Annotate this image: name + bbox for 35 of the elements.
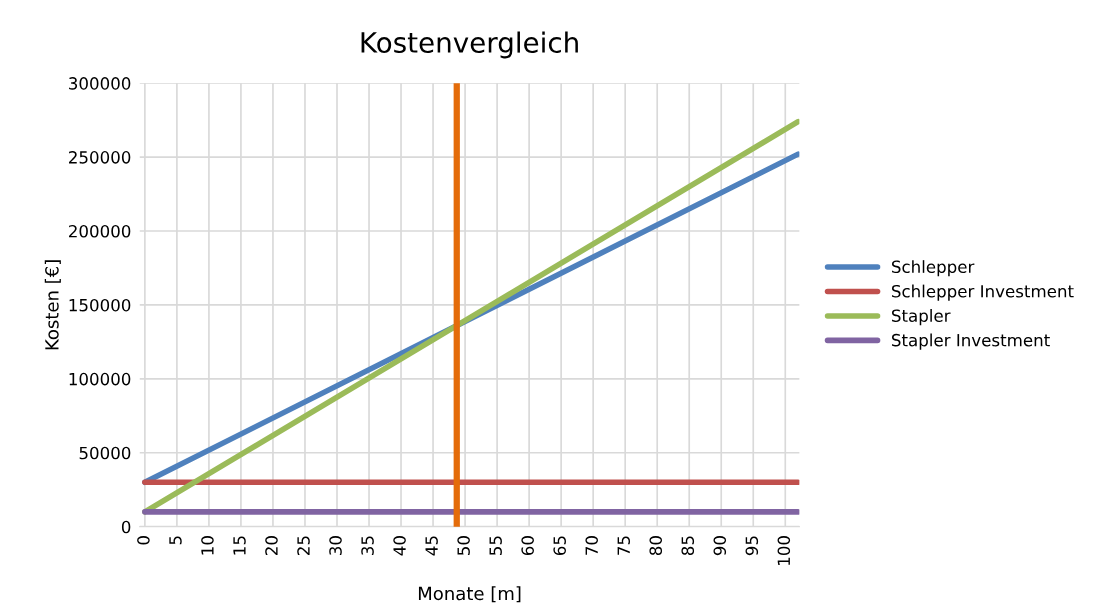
x-tick-label: 40 bbox=[393, 536, 406, 556]
y-tick-label: 50000 bbox=[79, 446, 131, 460]
x-tick-label: 100 bbox=[777, 536, 791, 565]
legend-label: Schlepper Investment bbox=[891, 284, 1074, 301]
legend-label: Stapler Investment bbox=[891, 333, 1050, 350]
x-tick-label: 85 bbox=[681, 536, 695, 556]
x-tick-label: 20 bbox=[265, 536, 278, 555]
x-tick-label: 35 bbox=[361, 536, 374, 555]
y-tick-label: 150000 bbox=[69, 298, 131, 312]
x-tick-label: 25 bbox=[297, 536, 310, 555]
x-tick-label: 95 bbox=[745, 536, 759, 556]
x-tick-label: 75 bbox=[617, 536, 631, 555]
x-tick-label: 15 bbox=[233, 536, 246, 555]
x-axis-title: Monate [m] bbox=[418, 586, 521, 603]
y-tick-label: 100000 bbox=[69, 372, 131, 386]
x-tick-label: 80 bbox=[649, 536, 663, 556]
x-tick-label: 55 bbox=[489, 536, 502, 555]
y-axis-title: Kosten [€] bbox=[44, 260, 61, 350]
y-tick-label: 200000 bbox=[69, 224, 131, 238]
y-tick-label: 0 bbox=[121, 520, 131, 534]
legend-label: Schlepper bbox=[891, 260, 975, 277]
x-tick-label: 60 bbox=[521, 536, 534, 556]
chart-title: Kostenvergleich bbox=[361, 31, 578, 59]
x-tick-label: 30 bbox=[329, 536, 342, 555]
x-tick-label: 90 bbox=[713, 536, 727, 556]
x-tick-label: 10 bbox=[201, 536, 214, 555]
x-tick-label: 65 bbox=[553, 536, 566, 556]
y-tick-label: 250000 bbox=[69, 151, 131, 164]
x-tick-label: 45 bbox=[425, 536, 438, 556]
x-tick-label: 5 bbox=[169, 536, 182, 545]
x-tick-label: 0 bbox=[137, 536, 150, 545]
x-tick-label: 50 bbox=[457, 536, 470, 555]
y-tick-label: 300000 bbox=[69, 77, 131, 90]
x-tick-label: 70 bbox=[585, 536, 598, 555]
legend-label: Stapler bbox=[891, 309, 951, 326]
